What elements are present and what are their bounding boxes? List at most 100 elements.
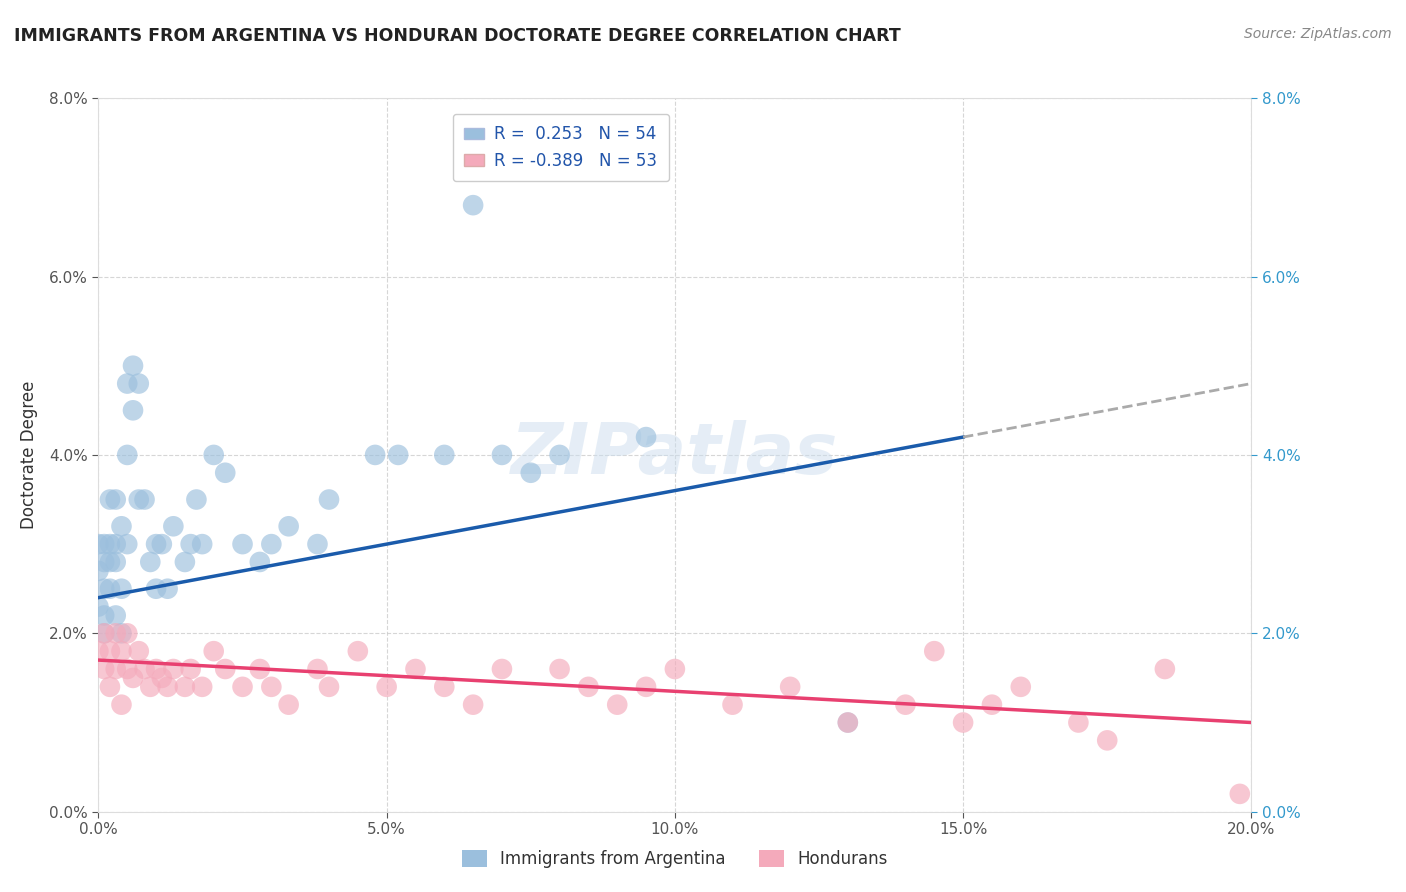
- Point: [721, 698, 744, 712]
- Point: [307, 662, 329, 676]
- Text: Source: ZipAtlas.com: Source: ZipAtlas.com: [1244, 27, 1392, 41]
- Point: [180, 537, 202, 551]
- Point: [1229, 787, 1251, 801]
- Point: [277, 519, 299, 533]
- Point: [364, 448, 387, 462]
- Point: [894, 698, 917, 712]
- Point: [1153, 662, 1175, 676]
- Point: [837, 715, 859, 730]
- Point: [145, 662, 167, 676]
- Point: [318, 492, 340, 507]
- Point: [104, 626, 127, 640]
- Point: [461, 698, 484, 712]
- Point: [433, 448, 456, 462]
- Point: [779, 680, 801, 694]
- Point: [231, 680, 254, 694]
- Point: [214, 662, 236, 676]
- Point: [578, 680, 600, 694]
- Point: [191, 680, 214, 694]
- Legend: Immigrants from Argentina, Hondurans: Immigrants from Argentina, Hondurans: [456, 843, 894, 875]
- Point: [186, 492, 208, 507]
- Point: [174, 680, 197, 694]
- Point: [520, 466, 543, 480]
- Point: [98, 680, 121, 694]
- Point: [249, 662, 271, 676]
- Point: [150, 671, 173, 685]
- Point: [98, 492, 121, 507]
- Point: [375, 680, 398, 694]
- Point: [128, 492, 150, 507]
- Point: [117, 662, 139, 676]
- Point: [318, 680, 340, 694]
- Point: [139, 680, 162, 694]
- Point: [145, 582, 167, 596]
- Point: [491, 448, 513, 462]
- Y-axis label: Doctorate Degree: Doctorate Degree: [20, 381, 38, 529]
- Point: [307, 537, 329, 551]
- Point: [636, 430, 658, 444]
- Point: [93, 626, 115, 640]
- Point: [606, 698, 628, 712]
- Point: [249, 555, 271, 569]
- Point: [139, 555, 162, 569]
- Point: [548, 448, 571, 462]
- Point: [214, 466, 236, 480]
- Point: [98, 644, 121, 658]
- Point: [117, 376, 139, 391]
- Point: [87, 599, 110, 614]
- Text: ZIPatlas: ZIPatlas: [512, 420, 838, 490]
- Point: [104, 555, 127, 569]
- Point: [104, 662, 127, 676]
- Point: [837, 715, 859, 730]
- Point: [461, 198, 484, 212]
- Point: [87, 564, 110, 578]
- Point: [110, 644, 132, 658]
- Point: [162, 662, 184, 676]
- Point: [93, 662, 115, 676]
- Legend: R =  0.253   N = 54, R = -0.389   N = 53: R = 0.253 N = 54, R = -0.389 N = 53: [453, 113, 669, 181]
- Point: [260, 537, 283, 551]
- Point: [128, 644, 150, 658]
- Point: [122, 359, 145, 373]
- Point: [98, 537, 121, 551]
- Point: [202, 644, 225, 658]
- Point: [260, 680, 283, 694]
- Point: [93, 626, 115, 640]
- Point: [104, 608, 127, 623]
- Point: [433, 680, 456, 694]
- Point: [156, 680, 179, 694]
- Point: [110, 698, 132, 712]
- Point: [981, 698, 1004, 712]
- Point: [1067, 715, 1090, 730]
- Point: [104, 492, 127, 507]
- Point: [346, 644, 368, 658]
- Point: [98, 582, 121, 596]
- Point: [110, 626, 132, 640]
- Point: [277, 698, 299, 712]
- Point: [156, 582, 179, 596]
- Point: [491, 662, 513, 676]
- Point: [162, 519, 184, 533]
- Point: [110, 519, 132, 533]
- Point: [87, 537, 110, 551]
- Point: [1010, 680, 1032, 694]
- Point: [145, 537, 167, 551]
- Point: [387, 448, 409, 462]
- Point: [104, 537, 127, 551]
- Point: [87, 644, 110, 658]
- Point: [405, 662, 427, 676]
- Point: [922, 644, 945, 658]
- Point: [134, 662, 156, 676]
- Point: [231, 537, 254, 551]
- Point: [180, 662, 202, 676]
- Point: [134, 492, 156, 507]
- Point: [128, 376, 150, 391]
- Point: [117, 448, 139, 462]
- Point: [636, 680, 658, 694]
- Point: [93, 537, 115, 551]
- Point: [110, 582, 132, 596]
- Point: [548, 662, 571, 676]
- Point: [202, 448, 225, 462]
- Text: IMMIGRANTS FROM ARGENTINA VS HONDURAN DOCTORATE DEGREE CORRELATION CHART: IMMIGRANTS FROM ARGENTINA VS HONDURAN DO…: [14, 27, 901, 45]
- Point: [117, 626, 139, 640]
